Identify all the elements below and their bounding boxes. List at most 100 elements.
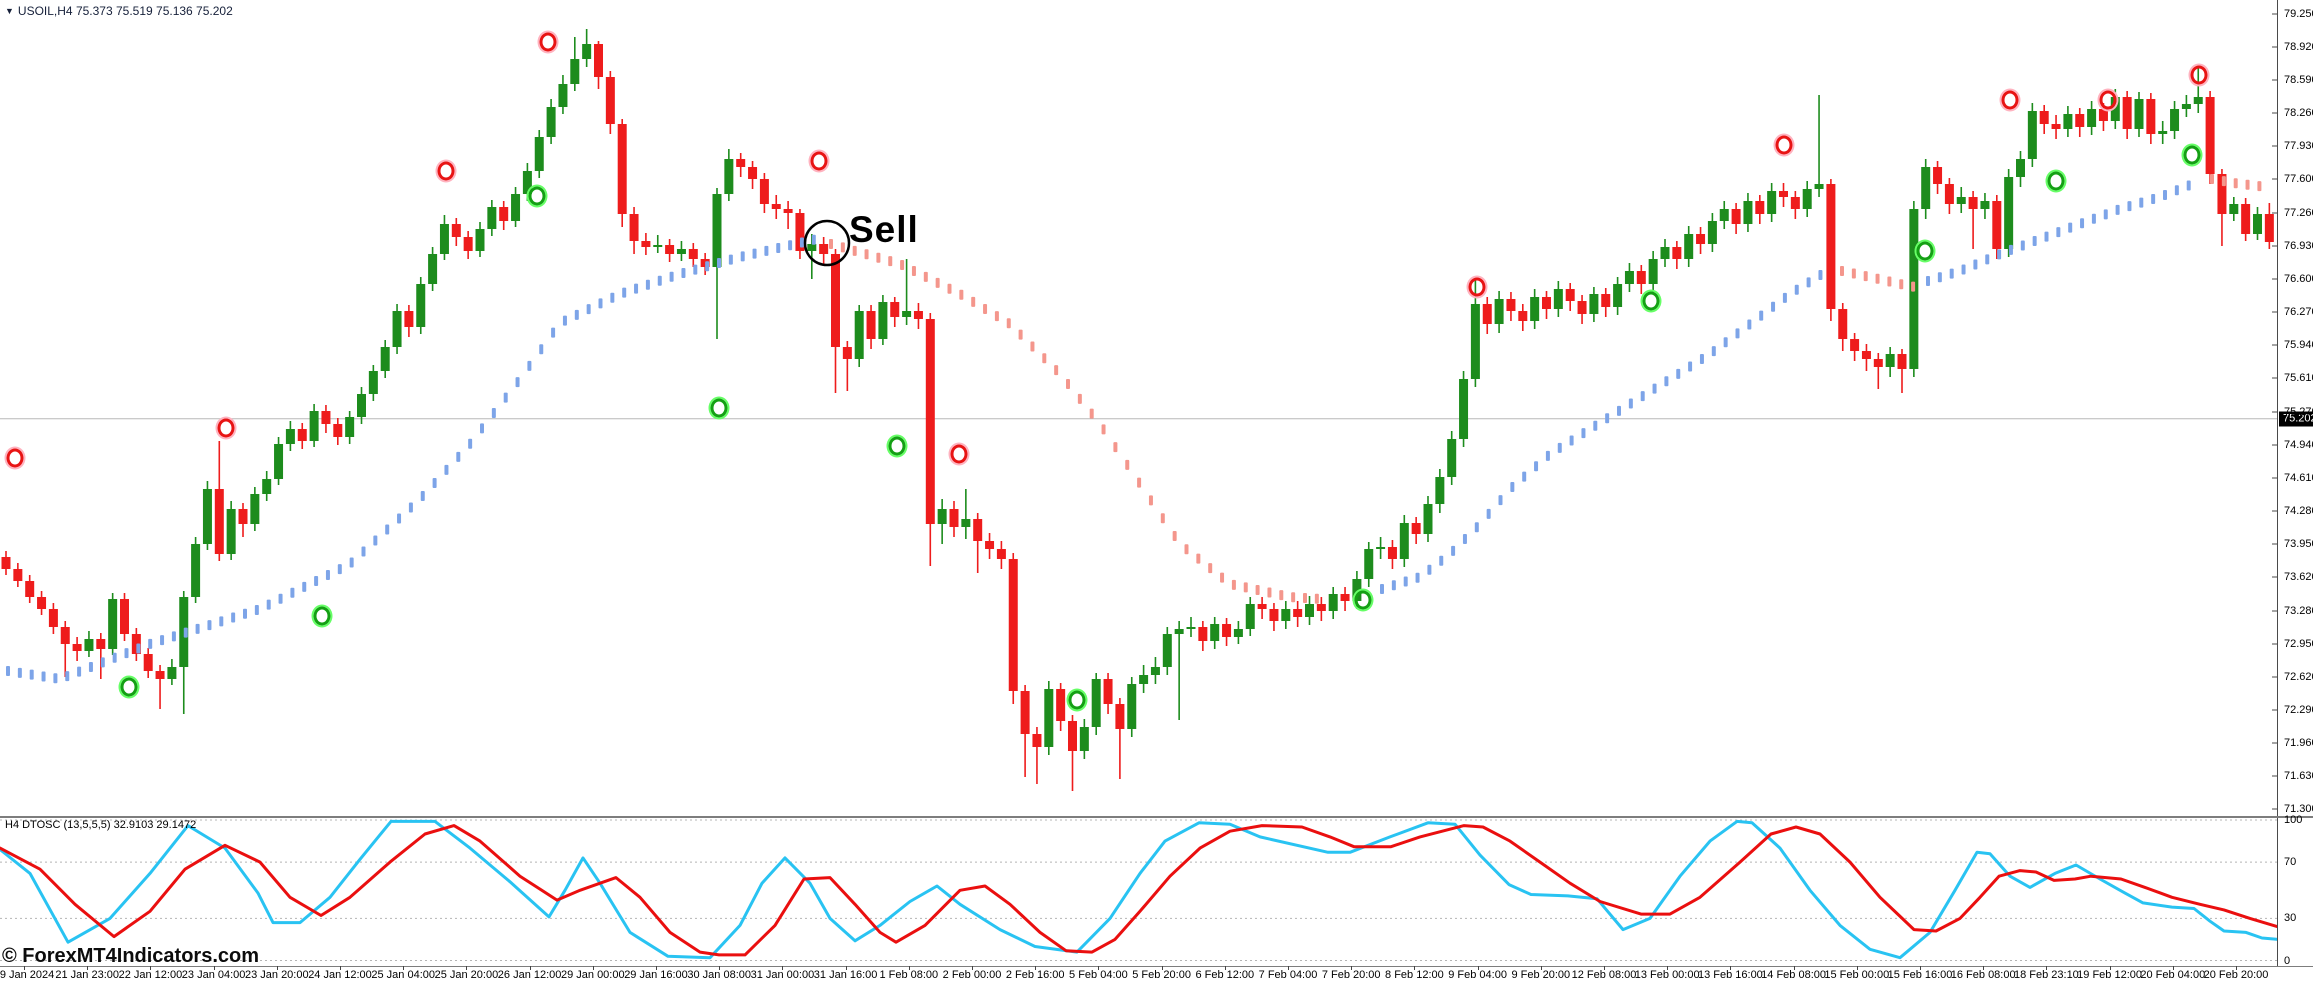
trend-dot-up: [136, 643, 141, 654]
trend-dot-up: [1759, 310, 1764, 321]
trend-dot-down: [959, 289, 964, 300]
trend-dot-up: [2008, 244, 2013, 255]
trend-dot-down: [876, 252, 881, 263]
candle-body: [1423, 504, 1433, 534]
trend-dot-down: [2257, 181, 2262, 192]
time-axis-separator: [0, 966, 2313, 967]
candle-body: [985, 541, 995, 549]
candle-body: [1814, 184, 1824, 189]
time-tick: [1540, 966, 1542, 970]
main-chart[interactable]: [0, 0, 2278, 817]
price-tick-label: 76.930: [2284, 240, 2313, 252]
candle-body: [878, 302, 888, 339]
candle-body: [2241, 204, 2251, 234]
trend-dot-up: [1949, 268, 1954, 279]
trend-dot-down: [1006, 318, 1011, 329]
candle-body: [357, 394, 366, 417]
trend-dot-up: [2080, 218, 2085, 229]
candle-body: [1601, 294, 1611, 307]
candle-body: [2016, 159, 2025, 177]
candle-body: [712, 194, 722, 267]
trend-dot-up: [171, 631, 176, 642]
trend-dot-down: [935, 277, 940, 288]
trend-dot-up: [408, 502, 413, 513]
trend-dot-down: [1267, 587, 1272, 598]
candle-body: [1968, 197, 1978, 209]
candle-body: [1743, 201, 1753, 224]
trend-dot-up: [1664, 376, 1669, 387]
trend-dot-down: [1184, 544, 1189, 555]
time-tick: [845, 966, 847, 970]
trend-dot-up: [361, 546, 366, 557]
price-tick-label: 72.950: [2284, 638, 2313, 650]
candle-body: [1873, 359, 1883, 367]
time-tick-label: 29 Jan 16:00: [624, 969, 688, 981]
trend-dot-up: [1961, 264, 1966, 275]
trend-dot-up: [574, 309, 579, 320]
time-tick: [1730, 966, 1732, 970]
trend-dot-up: [160, 635, 165, 646]
candle-body: [1056, 689, 1066, 721]
candle-body: [2004, 177, 2014, 249]
candle-body: [736, 159, 746, 167]
candle-body: [1186, 627, 1196, 629]
candle-body: [72, 644, 82, 651]
candle-body: [973, 519, 983, 541]
chevron-down-icon[interactable]: ▼: [5, 6, 14, 16]
trend-dot-up: [2163, 190, 2167, 200]
trend-dot-up: [634, 283, 639, 294]
trend-dot-up: [278, 593, 283, 604]
time-tick: [1793, 966, 1795, 970]
time-tick-label: 13 Feb 00:00: [1634, 969, 1700, 981]
candle-body: [1162, 634, 1172, 667]
time-tick: [1856, 966, 1858, 970]
trend-dot-up: [385, 524, 390, 535]
trend-dot-up: [254, 605, 259, 616]
trend-dot-up: [657, 275, 662, 286]
trend-dot-up: [1510, 481, 1515, 492]
price-tick-label: 75.610: [2284, 372, 2313, 384]
panel-separator[interactable]: [0, 816, 2313, 818]
candle-body: [1696, 234, 1706, 244]
candle-body: [321, 411, 331, 424]
trend-dot-down: [900, 260, 905, 271]
price-tick-label: 72.620: [2284, 671, 2313, 683]
trend-dot-down: [1018, 329, 1023, 340]
candle-body: [854, 311, 864, 359]
candle-body: [37, 597, 47, 609]
buy-signal-icon: [1354, 590, 1372, 610]
dtosc-panel[interactable]: [0, 818, 2278, 966]
candle-body: [333, 424, 343, 437]
price-tick-label: 74.940: [2284, 439, 2313, 451]
trend-dot-up: [1782, 292, 1787, 303]
trend-dot-down: [983, 304, 988, 315]
candle-body: [13, 569, 23, 581]
time-tick: [1224, 966, 1226, 970]
current-price-badge: 75.202: [2279, 411, 2313, 427]
trend-dot-down: [1887, 276, 1892, 287]
price-tick-label: 78.260: [2284, 107, 2313, 119]
time-tick: [1983, 966, 1985, 970]
sell-annotation-label[interactable]: Sell: [849, 209, 919, 250]
candle-body: [1506, 299, 1516, 311]
trend-dot-down: [1314, 593, 1319, 604]
time-tick-label: 13 Feb 16:00: [1697, 969, 1763, 981]
candle-body: [463, 237, 473, 251]
trend-dot-up: [1439, 555, 1444, 566]
candle-body: [1174, 629, 1184, 634]
candle-body: [1376, 547, 1386, 549]
trend-dot-down: [1066, 379, 1070, 389]
trend-dot-up: [2044, 231, 2049, 242]
candle-body: [2181, 104, 2191, 109]
candle-body: [546, 107, 556, 137]
trend-dot-up: [444, 464, 449, 475]
candle-body: [1316, 604, 1326, 611]
trend-dot-up: [1474, 522, 1479, 533]
candle-body: [2264, 214, 2274, 242]
time-tick-label: 14 Feb 08:00: [1761, 969, 1827, 981]
time-tick-label: 12 Feb 08:00: [1571, 969, 1637, 981]
candle-body: [2027, 111, 2037, 159]
candle-body: [1980, 201, 1990, 209]
candle-body: [1269, 609, 1279, 621]
